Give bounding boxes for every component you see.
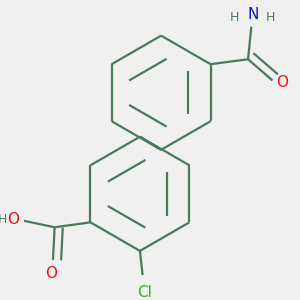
- Text: H: H: [266, 11, 276, 24]
- Text: N: N: [247, 7, 259, 22]
- Text: H: H: [230, 11, 239, 24]
- Text: H: H: [0, 213, 7, 226]
- Text: O: O: [276, 75, 288, 90]
- Text: O: O: [45, 266, 57, 281]
- Text: O: O: [8, 212, 20, 226]
- Text: Cl: Cl: [137, 285, 152, 300]
